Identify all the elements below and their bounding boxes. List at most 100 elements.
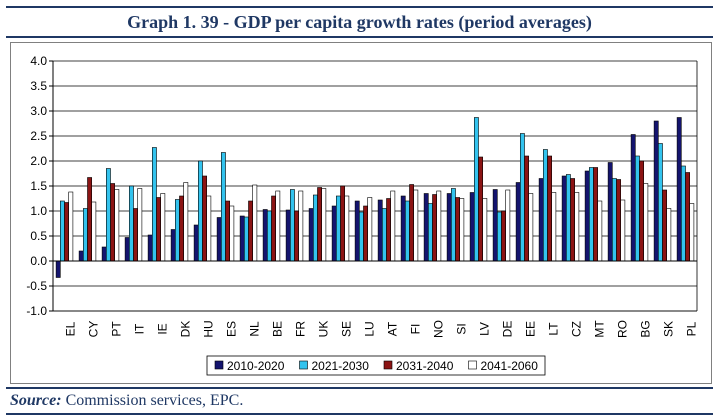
x-tick-label: CZ: [570, 321, 584, 337]
bar-SI-2010-2020: [446, 193, 452, 262]
bar-NO-2010-2020: [423, 193, 429, 262]
bar-IT-2031-2040: [133, 208, 138, 262]
x-tick-label: HU: [202, 320, 216, 337]
y-tick-label: 3.0: [30, 104, 47, 118]
bar-SI-2041-2060: [459, 198, 465, 262]
bar-PT-2041-2060: [114, 189, 120, 262]
bar-BE-2021-2030: [266, 210, 272, 262]
x-tick-label: LU: [363, 321, 377, 336]
title-bar: Graph 1. 39 - GDP per capita growth rate…: [6, 6, 713, 38]
bar-AT-2021-2030: [381, 208, 387, 262]
bar-FI-2021-2030: [404, 200, 410, 262]
bar-MT-2021-2030: [588, 167, 594, 262]
x-tick-label: DK: [179, 321, 193, 338]
bar-DE-2010-2020: [492, 189, 498, 262]
bar-SI-2021-2030: [450, 188, 456, 262]
bar-BE-2041-2060: [275, 190, 281, 262]
y-tick-label: 1.5: [30, 179, 47, 193]
bar-BG-2031-2040: [639, 160, 644, 262]
bar-LU-2031-2040: [363, 205, 368, 262]
legend: 2010-2020 2021-2030 2031-2040 2041-2060: [206, 355, 546, 376]
bar-NO-2021-2030: [427, 203, 433, 262]
bar-BE-2031-2040: [271, 195, 276, 262]
bar-NL-2031-2040: [248, 200, 253, 262]
bar-RO-2041-2060: [620, 199, 626, 262]
bar-AT-2031-2040: [386, 198, 391, 262]
figure: Graph 1. 39 - GDP per capita growth rate…: [2, 2, 717, 415]
bar-ES-2031-2040: [225, 200, 230, 262]
y-tick-label: 0.5: [30, 229, 47, 243]
bar-UK-2041-2060: [321, 188, 327, 262]
y-tick-label: 2.5: [30, 129, 47, 143]
x-tick-label: EL: [64, 321, 78, 336]
bar-BE-2010-2020: [262, 209, 268, 262]
bar-SE-2021-2030: [335, 195, 341, 262]
bar-EE-2021-2030: [519, 133, 525, 262]
bar-CZ-2031-2040: [570, 178, 575, 262]
bar-FR-2041-2060: [298, 190, 304, 262]
bar-EL-2031-2040: [64, 202, 69, 262]
x-tick-label: PT: [110, 321, 124, 337]
x-tick-label: LV: [478, 322, 492, 336]
bar-IT-2021-2030: [129, 185, 134, 262]
bar-chart: 4.0 3.5 3.0 2.5 2.0 1.5 1.0 0.5 0.0 -0.5 -1.0 EL CY…: [26, 54, 699, 376]
y-tick-label: -0.5: [26, 279, 47, 293]
bar-PL-2021-2030: [680, 165, 686, 262]
bar-DE-2021-2030: [496, 211, 502, 262]
y-axis-ticks: 4.0 3.5 3.0 2.5 2.0 1.5 1.0 0.5 0.0 -0.5 -1.0: [26, 54, 53, 318]
bar-EL-2021-2030: [59, 200, 65, 262]
bar-LT-2031-2040: [547, 155, 552, 262]
bar-AT-2041-2060: [390, 190, 396, 262]
bar-EE-2010-2020: [515, 182, 521, 262]
bar-ES-2021-2030: [221, 152, 226, 262]
legend-swatch-2021-2030: [299, 360, 308, 370]
bar-SK-2010-2020: [653, 120, 659, 262]
legend-swatch-2010-2020: [214, 360, 224, 370]
bar-FI-2031-2040: [409, 184, 414, 262]
bar-NO-2041-2060: [436, 190, 442, 262]
bar-HU-2021-2030: [198, 160, 203, 262]
x-tick-label: IT: [133, 323, 147, 334]
y-tick-label: 0.0: [30, 254, 47, 268]
x-tick-label: SI: [455, 323, 469, 334]
bar-CZ-2041-2060: [574, 192, 580, 262]
legend-label-2021-2030: 2021-2030: [312, 359, 370, 373]
legend-swatch-2041-2060: [468, 360, 477, 370]
bar-SK-2031-2040: [662, 189, 667, 262]
x-tick-label: NO: [432, 320, 446, 338]
bar-LT-2010-2020: [538, 178, 544, 262]
bar-EL-2041-2060: [68, 191, 74, 262]
bar-PL-2031-2040: [685, 172, 690, 262]
x-tick-label: RO: [616, 320, 630, 338]
bar-DE-2031-2040: [501, 210, 506, 262]
bar-FR-2021-2030: [289, 189, 295, 262]
bar-CY-2041-2060: [91, 201, 97, 262]
x-tick-label: DE: [501, 321, 515, 338]
bars: [55, 117, 695, 278]
bar-HU-2010-2020: [193, 224, 199, 262]
y-tick-label: -1.0: [26, 304, 47, 318]
legend-label-2031-2040: 2031-2040: [396, 359, 454, 373]
bar-LV-2021-2030: [473, 117, 479, 262]
y-tick-label: 4.0: [30, 54, 47, 68]
bar-HU-2031-2040: [202, 175, 207, 262]
bar-LV-2010-2020: [469, 192, 475, 262]
bar-RO-2031-2040: [616, 179, 621, 262]
bar-LT-2041-2060: [551, 192, 557, 262]
bar-MT-2010-2020: [584, 170, 590, 262]
bar-PT-2021-2030: [106, 168, 111, 262]
bar-LV-2031-2040: [478, 156, 483, 262]
bar-DE-2041-2060: [505, 189, 511, 262]
bar-LU-2021-2030: [358, 211, 364, 262]
bar-LU-2041-2060: [367, 197, 373, 262]
bar-PL-2010-2020: [676, 117, 682, 262]
bar-DK-2041-2060: [183, 182, 189, 262]
bar-LU-2010-2020: [354, 200, 360, 262]
x-tick-label: BG: [639, 320, 653, 337]
x-axis-ticks: EL CY PT IT IE DK HU ES NL BE FR UK SE LU AT FI NO SI LV DE…: [64, 320, 699, 338]
bar-NL-2041-2060: [252, 184, 258, 262]
x-tick-label: CY: [87, 321, 101, 338]
source-bar: Source: Commission services, EPC.: [6, 387, 713, 415]
bar-BG-2010-2020: [630, 134, 636, 262]
bar-SK-2021-2030: [657, 143, 663, 262]
